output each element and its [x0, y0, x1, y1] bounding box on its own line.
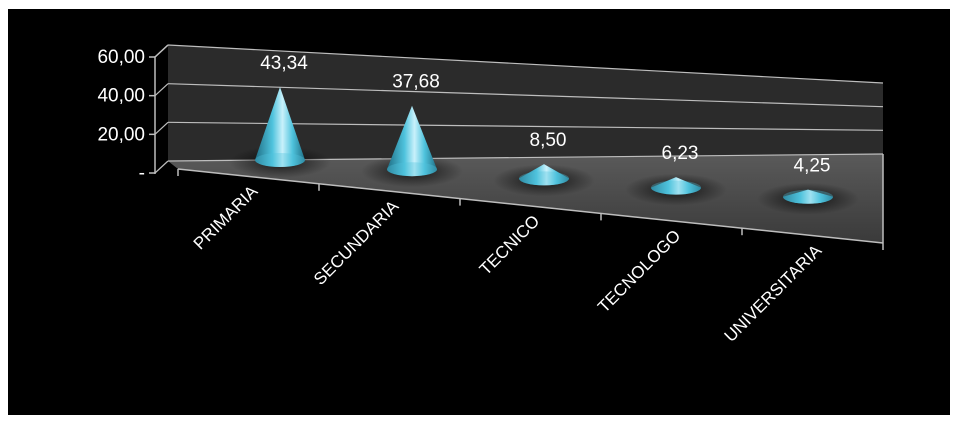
cone-primaria: [255, 87, 305, 167]
cone-base: [387, 162, 437, 177]
floor-front-edge: [177, 168, 884, 244]
data-label: 43,34: [260, 53, 308, 74]
y-tick-label: 60,00: [97, 47, 145, 68]
cone-tecnico: [519, 164, 569, 186]
cone-base: [651, 180, 701, 195]
gridline-side: [154, 160, 169, 174]
y-tick-label: 20,00: [97, 124, 145, 145]
y-tick-label: -: [139, 163, 145, 184]
y-axis: - 20,00 40,00 60,00: [97, 47, 155, 184]
gridline-side: [154, 83, 169, 97]
gridline: [167, 44, 884, 84]
category-label: TECNOLOGO: [594, 226, 684, 316]
category-label: TECNICO: [476, 211, 544, 279]
cone-universitaria: [783, 189, 833, 204]
data-label: 8,50: [530, 130, 567, 151]
cone-body: [783, 189, 833, 204]
category-label: SECUNDARIA: [310, 196, 403, 289]
gridline: [167, 83, 884, 108]
x-axis-ticks: [177, 169, 884, 250]
data-label: 6,23: [662, 143, 699, 164]
cone-base: [255, 153, 305, 167]
cone-body: [651, 177, 701, 195]
cone-secundaria: [387, 105, 437, 177]
cone-body: [387, 105, 437, 177]
cone-body: [255, 87, 305, 167]
cone-body: [519, 164, 569, 186]
data-labels: 43,34 37,68 8,50 6,23 4,25: [260, 53, 830, 177]
gridline-side: [154, 44, 169, 58]
gridline-side: [154, 121, 169, 135]
category-label: PRIMARIA: [190, 181, 262, 253]
data-label: 4,25: [794, 156, 831, 177]
cone-tecnologo: [651, 177, 701, 195]
cone-base: [783, 189, 833, 204]
chart-frame: -20,00 40,00 60,00 43,34 37,68 8,50 6,23 4,25 …: [8, 9, 950, 415]
cone-base: [519, 171, 569, 186]
cones: [255, 87, 833, 204]
y-tick-label: 40,00: [97, 86, 145, 107]
data-label: 37,68: [392, 72, 440, 93]
chart-floor: [168, 154, 883, 243]
category-label: UNIVERSITARIA: [721, 241, 826, 346]
